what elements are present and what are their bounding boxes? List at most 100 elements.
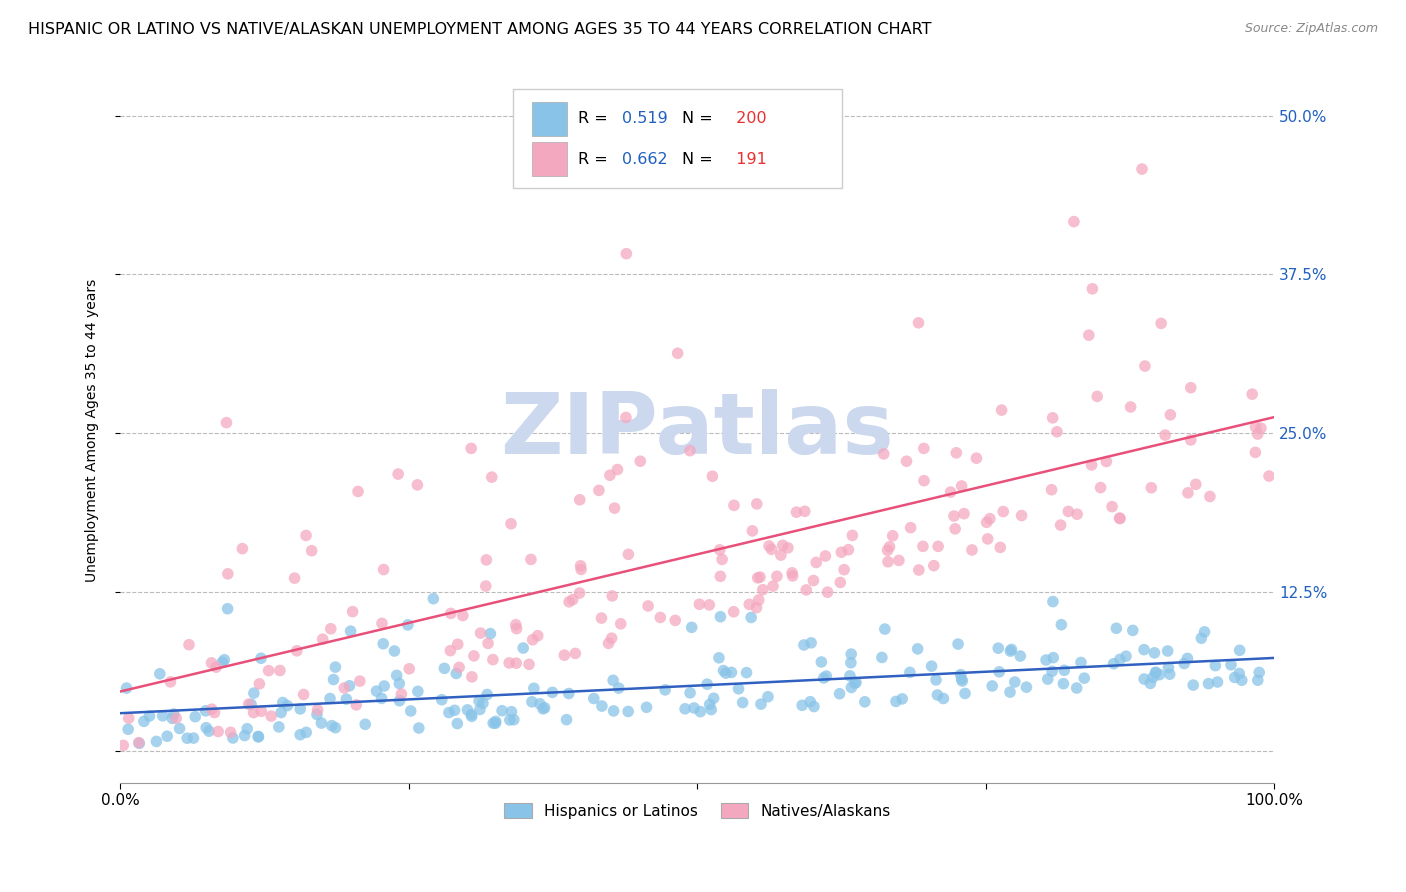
Point [354, 717, 377, 731]
Point [839, 669, 862, 683]
Point [522, 632, 544, 647]
Point [912, 474, 935, 488]
Point [617, 547, 640, 561]
Point [260, 709, 283, 723]
Point [396, 618, 419, 632]
Point [908, 563, 931, 577]
Point [1036, 672, 1059, 686]
Point [785, 505, 807, 519]
Point [176, 731, 198, 746]
Point [1182, 678, 1205, 692]
Point [607, 681, 630, 695]
Point [745, 600, 768, 615]
Point [606, 462, 628, 476]
Point [243, 686, 266, 700]
Point [1085, 389, 1108, 403]
Point [533, 700, 555, 714]
Point [799, 695, 821, 709]
Point [1010, 648, 1032, 663]
Point [385, 668, 408, 682]
Point [949, 667, 972, 681]
Point [498, 656, 520, 670]
Point [912, 442, 935, 456]
Point [271, 696, 294, 710]
Point [1066, 681, 1088, 695]
Point [482, 652, 505, 666]
Point [1159, 408, 1181, 422]
Point [922, 558, 945, 573]
Point [1130, 162, 1153, 177]
Point [998, 685, 1021, 699]
Point [1004, 675, 1026, 690]
Point [215, 416, 238, 430]
Point [927, 688, 949, 702]
Point [749, 570, 772, 584]
Point [561, 592, 583, 607]
Point [194, 704, 217, 718]
Point [247, 730, 270, 744]
Point [325, 660, 347, 674]
Point [993, 505, 1015, 519]
Point [976, 516, 998, 530]
Point [932, 691, 955, 706]
Point [250, 704, 273, 718]
Point [614, 410, 637, 425]
Point [911, 539, 934, 553]
Point [900, 521, 922, 535]
Point [637, 599, 659, 613]
Point [591, 699, 613, 714]
Point [614, 246, 637, 260]
Point [195, 721, 218, 735]
Point [844, 676, 866, 690]
Point [927, 540, 949, 554]
Point [169, 722, 191, 736]
Point [837, 542, 859, 557]
Point [267, 720, 290, 734]
Point [475, 553, 498, 567]
Point [953, 686, 976, 700]
Point [344, 698, 367, 712]
Point [794, 582, 817, 597]
Point [449, 660, 471, 674]
Point [600, 631, 623, 645]
Point [276, 698, 298, 713]
Point [1050, 617, 1073, 632]
Point [720, 665, 742, 680]
Point [891, 691, 914, 706]
Point [800, 636, 823, 650]
Point [1090, 481, 1112, 495]
Point [128, 736, 150, 750]
Point [499, 713, 522, 727]
Point [222, 731, 245, 745]
Point [284, 571, 307, 585]
Point [1250, 421, 1272, 435]
Point [1244, 420, 1267, 434]
Point [602, 704, 624, 718]
Point [766, 569, 789, 583]
Point [1189, 632, 1212, 646]
FancyBboxPatch shape [533, 142, 567, 176]
Text: ZIPatlas: ZIPatlas [501, 389, 894, 472]
Point [1204, 658, 1226, 673]
Point [371, 616, 394, 631]
Point [485, 714, 508, 729]
Point [598, 636, 620, 650]
Point [470, 626, 492, 640]
Point [679, 443, 702, 458]
Point [1042, 410, 1064, 425]
Point [600, 589, 623, 603]
Point [207, 724, 229, 739]
Point [953, 507, 976, 521]
Point [461, 709, 484, 723]
Point [389, 687, 412, 701]
Point [505, 617, 527, 632]
Point [460, 707, 482, 722]
Point [950, 672, 973, 686]
Point [526, 629, 548, 643]
Point [664, 613, 686, 627]
Point [200, 656, 222, 670]
Point [1053, 663, 1076, 677]
Point [481, 470, 503, 484]
Point [236, 722, 259, 736]
Point [1133, 642, 1156, 657]
